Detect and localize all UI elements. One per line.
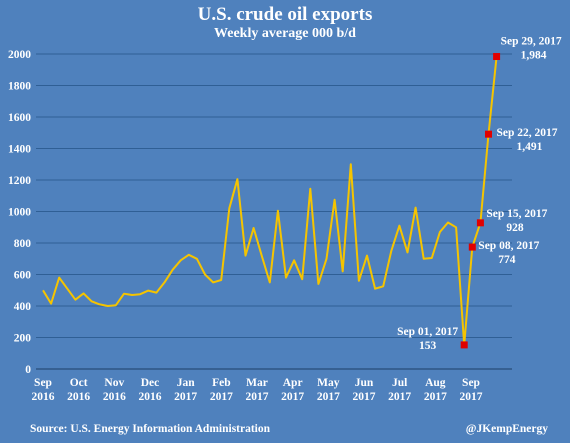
x-tick-year: 2016 <box>32 391 55 403</box>
data-marker <box>476 219 484 227</box>
y-tick-label: 0 <box>25 364 31 376</box>
annotation-date: Sep 15, 2017 <box>486 208 547 220</box>
data-annotation: Sep 29, 2017 1,984 <box>501 36 562 62</box>
credit-note: @JKempEnergy <box>466 423 548 435</box>
x-tick: Mar 2017 <box>246 377 269 403</box>
x-tick: Jun 2017 <box>353 377 376 403</box>
x-tick-year: 2017 <box>353 391 376 403</box>
grid <box>36 53 512 370</box>
data-annotation: Sep 22, 2017 1,491 <box>497 127 558 153</box>
data-annotation: Sep 01, 2017 153 <box>397 326 458 352</box>
y-tick-label: 400 <box>14 301 32 313</box>
annotations: Sep 01, 2017 153 Sep 08, 2017 774 Sep 15, 20… <box>397 36 562 352</box>
annotation-date: Sep 01, 2017 <box>397 326 458 338</box>
annotation-value: 928 <box>506 222 524 234</box>
chart-title: U.S. crude oil exports <box>198 4 373 25</box>
y-tick-label: 1400 <box>8 144 31 156</box>
x-tick-year: 2016 <box>103 391 126 403</box>
x-tick: May 2017 <box>317 377 340 403</box>
annotation-date: Sep 22, 2017 <box>497 127 558 139</box>
x-tick: Dec 2016 <box>139 377 162 403</box>
x-tick-month: May <box>317 377 340 389</box>
annotation-value: 1,984 <box>521 50 547 62</box>
x-tick-year: 2017 <box>246 391 269 403</box>
x-tick-month: Sep <box>462 377 480 389</box>
y-axis: 0 200 400 600 800 1000 1200 1400 1600 1800 2000 <box>8 49 31 376</box>
annotation-value: 1,491 <box>517 141 543 153</box>
x-tick: Aug 2017 <box>424 377 447 403</box>
annotation-value: 774 <box>498 254 516 266</box>
x-tick: Jan 2017 <box>174 377 197 403</box>
data-marker <box>493 53 501 61</box>
annotation-value: 153 <box>419 340 437 352</box>
x-tick-month: Oct <box>70 377 88 389</box>
series-line-group <box>42 56 498 346</box>
y-tick-label: 2000 <box>8 49 31 61</box>
series-line <box>42 56 498 346</box>
x-tick-month: Mar <box>246 377 268 389</box>
x-tick: Jul 2017 <box>388 377 411 403</box>
x-tick-year: 2017 <box>210 391 233 403</box>
x-tick: Apr 2017 <box>281 377 304 403</box>
x-tick-year: 2017 <box>281 391 304 403</box>
x-tick-year: 2017 <box>460 391 483 403</box>
data-annotation: Sep 08, 2017 774 <box>478 240 539 266</box>
x-tick-month: Sep <box>34 377 52 389</box>
y-tick-label: 1600 <box>8 112 31 124</box>
x-tick-year: 2016 <box>67 391 90 403</box>
x-tick-month: Feb <box>212 377 231 389</box>
chart-subtitle: Weekly average 000 b/d <box>214 26 356 41</box>
annotation-date: Sep 08, 2017 <box>478 240 539 252</box>
x-tick: Sep 2016 <box>32 377 55 403</box>
x-tick-month: Jul <box>392 377 407 389</box>
data-marker <box>468 243 476 251</box>
x-tick: Oct 2016 <box>67 377 90 403</box>
data-marker <box>460 341 468 349</box>
x-tick-year: 2017 <box>174 391 197 403</box>
y-tick-label: 1000 <box>8 207 31 219</box>
x-tick-year: 2017 <box>317 391 340 403</box>
y-tick-label: 200 <box>14 333 32 345</box>
source-note: Source: U.S. Energy Information Administ… <box>30 423 271 435</box>
data-marker <box>485 130 492 138</box>
markers <box>460 53 501 349</box>
x-tick: Nov 2016 <box>103 377 126 403</box>
y-tick-label: 800 <box>14 238 32 250</box>
x-tick: Feb 2017 <box>210 377 233 403</box>
y-tick-label: 1200 <box>8 175 31 187</box>
annotation-date: Sep 29, 2017 <box>501 36 562 48</box>
x-tick-month: Jun <box>355 377 374 389</box>
x-tick-month: Aug <box>425 377 446 389</box>
x-tick-month: Apr <box>283 377 303 389</box>
y-tick-label: 1800 <box>8 81 31 93</box>
x-tick: Sep 2017 <box>460 377 483 403</box>
x-axis: Sep 2016 Oct 2016 Nov 2016 Dec 2016 Jan 2017 Feb 20… <box>32 377 483 403</box>
x-tick-month: Dec <box>141 377 160 389</box>
x-tick-year: 2016 <box>139 391 162 403</box>
x-tick-year: 2017 <box>388 391 411 403</box>
data-annotation: Sep 15, 2017 928 <box>486 208 547 234</box>
y-tick-label: 600 <box>14 270 32 282</box>
x-tick-year: 2017 <box>424 391 447 403</box>
x-tick-month: Nov <box>104 377 124 389</box>
x-tick-month: Jan <box>177 377 196 389</box>
